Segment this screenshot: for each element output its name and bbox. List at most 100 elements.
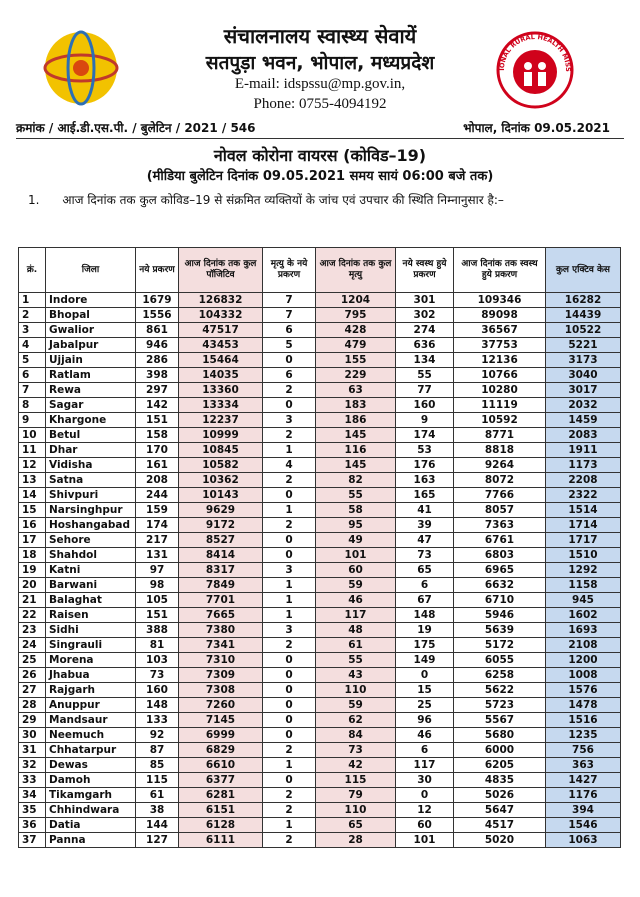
cell: 170 — [135, 442, 179, 458]
cell: 49 — [315, 532, 396, 548]
column-header: कुल एक्टिव केस — [545, 247, 621, 293]
cell: 19 — [395, 622, 454, 638]
district: Neemuch — [45, 727, 136, 743]
cell: 55 — [395, 367, 454, 383]
cell: 47517 — [178, 322, 263, 338]
cell: 1 — [262, 817, 316, 833]
cell: 0 — [262, 547, 316, 563]
cell: 0 — [262, 397, 316, 413]
cell: 0 — [395, 787, 454, 803]
cell: 12 — [18, 457, 46, 473]
cell: 10362 — [178, 472, 263, 488]
cell: 8818 — [453, 442, 546, 458]
cell: 1 — [18, 292, 46, 308]
table-row: 8 Sagar 142 13334 0 183 160 11119 2032 — [18, 397, 621, 413]
cell: 25 — [395, 697, 454, 713]
cell: 160 — [395, 397, 454, 413]
cell: 59 — [315, 577, 396, 593]
cell: 4517 — [453, 817, 546, 833]
district: Anuppur — [45, 697, 136, 713]
cell: 7849 — [178, 577, 263, 593]
table-row: 23 Sidhi 388 7380 3 48 19 5639 1693 — [18, 622, 621, 638]
cell: 82 — [315, 472, 396, 488]
district: Jabalpur — [45, 337, 136, 353]
cell: 7308 — [178, 682, 263, 698]
table-row: 15 Narsinghpur 159 9629 1 58 41 8057 1514 — [18, 502, 621, 518]
table-row: 6 Ratlam 398 14035 6 229 55 10766 3040 — [18, 367, 621, 383]
cell: 43453 — [178, 337, 263, 353]
cell: 302 — [395, 307, 454, 323]
cell: 6999 — [178, 727, 263, 743]
cell: 101 — [395, 832, 454, 848]
table-row: 12 Vidisha 161 10582 4 145 176 9264 1173 — [18, 457, 621, 473]
cell: 46 — [395, 727, 454, 743]
cell: 12136 — [453, 352, 546, 368]
column-header: क्रं. — [18, 247, 46, 293]
cell: 81 — [135, 637, 179, 653]
date: भोपाल, दिनांक 09.05.2021 — [463, 121, 610, 135]
cell: 36567 — [453, 322, 546, 338]
cell: 6710 — [453, 592, 546, 608]
cell: 15464 — [178, 352, 263, 368]
cell: 32 — [18, 757, 46, 773]
cell: 105 — [135, 592, 179, 608]
cell: 104332 — [178, 307, 263, 323]
cell: 5 — [18, 352, 46, 368]
cell: 8057 — [453, 502, 546, 518]
cell: 10845 — [178, 442, 263, 458]
cell: 795 — [315, 307, 396, 323]
cell: 28 — [315, 832, 396, 848]
cell: 174 — [395, 427, 454, 443]
cell: 217 — [135, 532, 179, 548]
cell: 10766 — [453, 367, 546, 383]
cell: 65 — [315, 817, 396, 833]
cell: 126832 — [178, 292, 263, 308]
cell: 1176 — [545, 787, 621, 803]
cell: 11 — [18, 442, 46, 458]
cell: 0 — [262, 352, 316, 368]
cell: 0 — [262, 487, 316, 503]
cell: 1235 — [545, 727, 621, 743]
table-row: 27 Rajgarh 160 7308 0 110 15 5622 1576 — [18, 682, 621, 698]
cell: 301 — [395, 292, 454, 308]
cell: 297 — [135, 382, 179, 398]
cell: 11119 — [453, 397, 546, 413]
cell: 6 — [18, 367, 46, 383]
cell: 398 — [135, 367, 179, 383]
cell: 97 — [135, 562, 179, 578]
cell: 10592 — [453, 412, 546, 428]
cell: 73 — [135, 667, 179, 683]
cell: 3 — [262, 412, 316, 428]
cell: 10582 — [178, 457, 263, 473]
cell: 6055 — [453, 652, 546, 668]
table-row: 9 Khargone 151 12237 3 186 9 10592 1459 — [18, 412, 621, 428]
column-header: नये प्रकरण — [135, 247, 179, 293]
cell: 274 — [395, 322, 454, 338]
cell: 9629 — [178, 502, 263, 518]
cell: 8771 — [453, 427, 546, 443]
district: Shahdol — [45, 547, 136, 563]
cell: 5 — [262, 337, 316, 353]
table-body: 1 Indore 1679 126832 7 1204 301 109346 16282 2 Bho… — [18, 292, 621, 848]
cell: 1 — [262, 502, 316, 518]
cell: 37 — [18, 832, 46, 848]
cell: 59 — [315, 697, 396, 713]
table-row: 3 Gwalior 861 47517 6 428 274 36567 10522 — [18, 322, 621, 338]
cell: 160 — [135, 682, 179, 698]
cell: 41 — [395, 502, 454, 518]
table-row: 16 Hoshangabad 174 9172 2 95 39 7363 1714 — [18, 517, 621, 533]
cell: 144 — [135, 817, 179, 833]
header-row: क्रं. जिला नये प्रकरण आज दिनांक तक कुल पॉजि… — [18, 247, 621, 293]
cell: 151 — [135, 607, 179, 623]
district: Sehore — [45, 532, 136, 548]
cell: 5567 — [453, 712, 546, 728]
cell: 28 — [18, 697, 46, 713]
cell: 7145 — [178, 712, 263, 728]
cell: 5723 — [453, 697, 546, 713]
district: Chhindwara — [45, 802, 136, 818]
cell: 3 — [262, 622, 316, 638]
cell: 1679 — [135, 292, 179, 308]
table-row: 2 Bhopal 1556 104332 7 795 302 89098 14439 — [18, 307, 621, 323]
table-row: 29 Mandsaur 133 7145 0 62 96 5567 1516 — [18, 712, 621, 728]
cell: 26 — [18, 667, 46, 683]
